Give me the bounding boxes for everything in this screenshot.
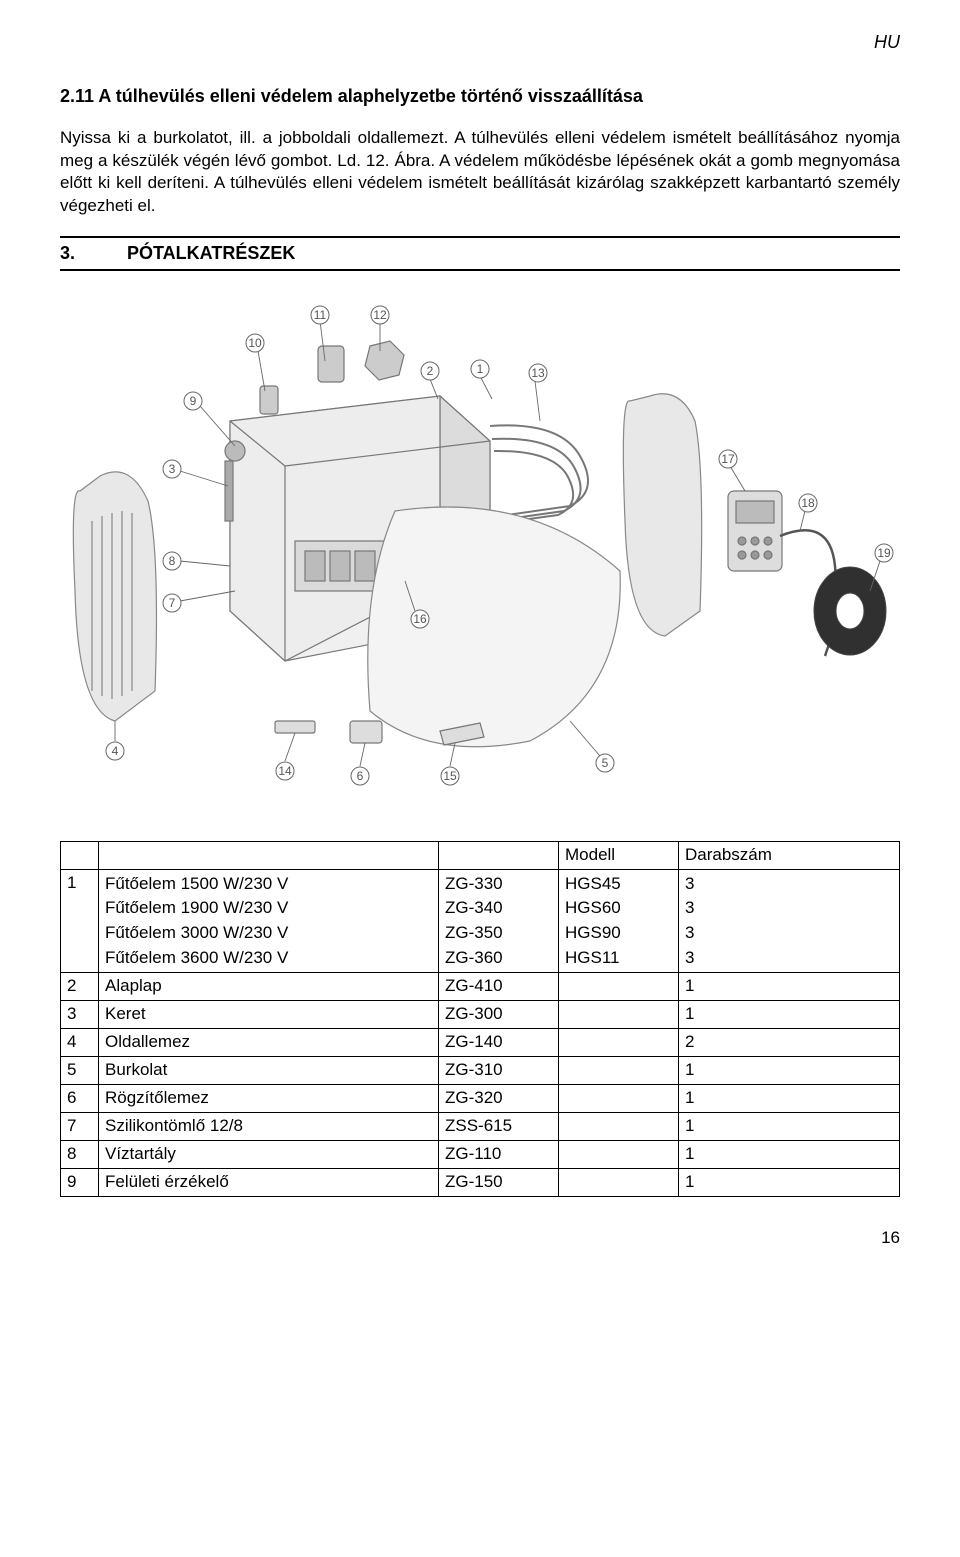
cell-qty: 1 bbox=[679, 1112, 900, 1140]
cell-idx: 3 bbox=[61, 1001, 99, 1029]
cell-idx: 8 bbox=[61, 1140, 99, 1168]
callout-9: 9 bbox=[190, 394, 197, 408]
cell-name: Rögzítőlemez bbox=[99, 1084, 439, 1112]
cell-qty: 1 bbox=[679, 1056, 900, 1084]
parts-table: Modell Darabszám 1 Fűtőelem 1500 W/230 V… bbox=[60, 841, 900, 1197]
cell-code: ZG-410 bbox=[439, 973, 559, 1001]
page-number: 16 bbox=[60, 1227, 900, 1250]
cell-code: ZG-150 bbox=[439, 1168, 559, 1196]
cell-model bbox=[559, 1168, 679, 1196]
table-row: 4 Oldallemez ZG-140 2 bbox=[61, 1029, 900, 1057]
callout-13: 13 bbox=[531, 366, 545, 380]
cell-qty: 3333 bbox=[679, 869, 900, 973]
cell-idx: 9 bbox=[61, 1168, 99, 1196]
callout-3: 3 bbox=[169, 462, 176, 476]
cell-model bbox=[559, 1056, 679, 1084]
cell-model bbox=[559, 1084, 679, 1112]
chapter-name: PÓTALKATRÉSZEK bbox=[127, 243, 295, 263]
table-row: 2 Alaplap ZG-410 1 bbox=[61, 973, 900, 1001]
callout-15: 15 bbox=[443, 769, 457, 783]
table-row: 3 Keret ZG-300 1 bbox=[61, 1001, 900, 1029]
cell-model: HGS45HGS60HGS90HGS11 bbox=[559, 869, 679, 973]
cell-model bbox=[559, 1029, 679, 1057]
cell-idx: 2 bbox=[61, 973, 99, 1001]
table-row: 7 Szilikontömlő 12/8 ZSS-615 1 bbox=[61, 1112, 900, 1140]
cell-code: ZG-140 bbox=[439, 1029, 559, 1057]
cell-idx: 5 bbox=[61, 1056, 99, 1084]
callout-14: 14 bbox=[278, 764, 292, 778]
cell-idx: 4 bbox=[61, 1029, 99, 1057]
cell-qty: 1 bbox=[679, 1168, 900, 1196]
table-row: 9 Felületi érzékelő ZG-150 1 bbox=[61, 1168, 900, 1196]
callout-17: 17 bbox=[721, 452, 735, 466]
callout-4: 4 bbox=[112, 744, 119, 758]
header-qty: Darabszám bbox=[679, 841, 900, 869]
section-title: 2.11 A túlhevülés elleni védelem alaphel… bbox=[60, 84, 900, 108]
cell-qty: 1 bbox=[679, 1001, 900, 1029]
callout-10: 10 bbox=[248, 336, 262, 350]
cell-name: Alaplap bbox=[99, 973, 439, 1001]
callout-18: 18 bbox=[801, 496, 815, 510]
cell-name: Keret bbox=[99, 1001, 439, 1029]
cell-code: ZG-300 bbox=[439, 1001, 559, 1029]
cell-idx: 6 bbox=[61, 1084, 99, 1112]
cell-idx: 1 bbox=[61, 869, 99, 973]
cell-model bbox=[559, 973, 679, 1001]
callout-8: 8 bbox=[169, 554, 176, 568]
cell-code: ZG-110 bbox=[439, 1140, 559, 1168]
cell-name: Felületi érzékelő bbox=[99, 1168, 439, 1196]
cell-qty: 1 bbox=[679, 1140, 900, 1168]
callout-16: 16 bbox=[413, 612, 427, 626]
callout-19: 19 bbox=[877, 546, 891, 560]
header-model: Modell bbox=[559, 841, 679, 869]
exploded-diagram: 11 12 10 2 1 13 9 3 8 7 4 14 6 15 16 5 1… bbox=[60, 291, 900, 811]
cell-model bbox=[559, 1001, 679, 1029]
cell-model bbox=[559, 1112, 679, 1140]
cell-idx: 7 bbox=[61, 1112, 99, 1140]
cell-qty: 1 bbox=[679, 973, 900, 1001]
cell-code: ZG-320 bbox=[439, 1084, 559, 1112]
callout-1: 1 bbox=[477, 362, 484, 376]
cell-name: Víztartály bbox=[99, 1140, 439, 1168]
cell-name: Burkolat bbox=[99, 1056, 439, 1084]
table-row: 1 Fűtőelem 1500 W/230 VFűtőelem 1900 W/2… bbox=[61, 869, 900, 973]
table-row: 6 Rögzítőlemez ZG-320 1 bbox=[61, 1084, 900, 1112]
callout-6: 6 bbox=[357, 769, 364, 783]
cell-name: Oldallemez bbox=[99, 1029, 439, 1057]
callout-2: 2 bbox=[427, 364, 434, 378]
cell-code: ZG-310 bbox=[439, 1056, 559, 1084]
cell-qty: 2 bbox=[679, 1029, 900, 1057]
cell-code: ZG-330ZG-340ZG-350ZG-360 bbox=[439, 869, 559, 973]
callout-12: 12 bbox=[373, 308, 387, 322]
cell-name: Fűtőelem 1500 W/230 VFűtőelem 1900 W/230… bbox=[99, 869, 439, 973]
section-paragraph: Nyissa ki a burkolatot, ill. a jobboldal… bbox=[60, 127, 900, 219]
chapter-title: 3. PÓTALKATRÉSZEK bbox=[60, 236, 900, 270]
table-header-row: Modell Darabszám bbox=[61, 841, 900, 869]
chapter-number: 3. bbox=[60, 243, 75, 263]
cell-code: ZSS-615 bbox=[439, 1112, 559, 1140]
callout-11: 11 bbox=[314, 308, 327, 322]
cell-qty: 1 bbox=[679, 1084, 900, 1112]
table-row: 5 Burkolat ZG-310 1 bbox=[61, 1056, 900, 1084]
callout-5: 5 bbox=[602, 756, 609, 770]
table-row: 8 Víztartály ZG-110 1 bbox=[61, 1140, 900, 1168]
cell-model bbox=[559, 1140, 679, 1168]
cell-name: Szilikontömlő 12/8 bbox=[99, 1112, 439, 1140]
callout-7: 7 bbox=[169, 596, 176, 610]
header-language: HU bbox=[60, 30, 900, 54]
